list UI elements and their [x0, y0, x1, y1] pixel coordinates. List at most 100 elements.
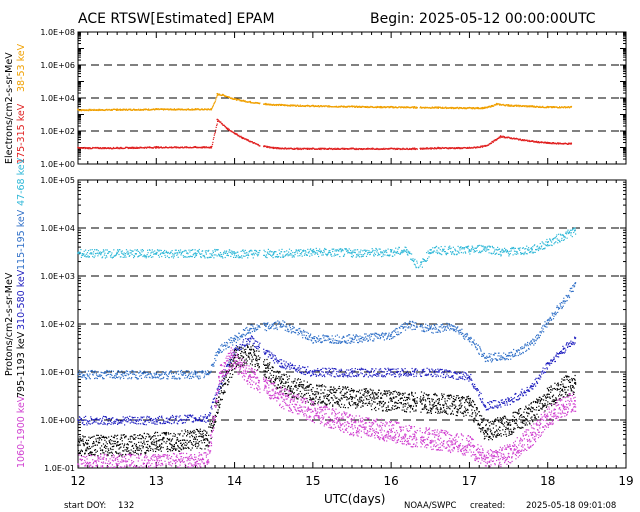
anchor-point: [413, 147, 416, 150]
data-point: [370, 148, 372, 150]
data-point: [210, 370, 212, 372]
data-point: [355, 334, 357, 336]
data-point: [137, 420, 139, 422]
data-point: [482, 107, 485, 109]
data-point: [125, 416, 127, 419]
data-point: [143, 416, 145, 418]
data-point: [314, 251, 316, 253]
data-point: [292, 104, 294, 106]
anchor-point: [413, 106, 416, 108]
data-point: [509, 352, 511, 354]
data-point: [534, 244, 536, 246]
data-point: [311, 147, 313, 150]
data-point: [539, 248, 541, 250]
data-point: [518, 349, 520, 352]
data-point: [304, 250, 307, 252]
data-point: [399, 106, 401, 108]
data-point: [445, 329, 447, 331]
data-point: [307, 337, 309, 339]
data-point: [350, 342, 352, 344]
data-point: [263, 254, 265, 256]
data-point: [172, 257, 175, 259]
data-point: [366, 335, 369, 337]
data-point: [326, 255, 328, 257]
data-point: [461, 328, 463, 330]
data-point: [322, 335, 324, 337]
data-point: [311, 337, 313, 339]
data-point: [266, 251, 268, 253]
data-point: [316, 252, 318, 254]
data-point: [399, 332, 401, 334]
data-point: [440, 253, 442, 255]
data-point: [140, 371, 142, 373]
data-point: [339, 340, 341, 342]
data-point: [501, 356, 503, 358]
data-point: [136, 146, 138, 148]
data-point: [365, 333, 367, 335]
data-point: [426, 330, 428, 332]
data-point: [105, 249, 107, 251]
data-point: [214, 354, 216, 356]
data-point: [507, 358, 509, 361]
anchor-point: [216, 118, 219, 121]
proton-panel: 1.0E-011.0E+001.0E+011.0E+021.0E+031.0E+…: [40, 176, 627, 473]
data-point: [288, 330, 290, 332]
data-point: [564, 106, 566, 108]
data-point: [151, 375, 153, 377]
data-point: [376, 336, 378, 338]
data-point: [479, 346, 481, 348]
data-point: [435, 246, 437, 248]
data-point: [443, 329, 446, 331]
data-point: [169, 108, 171, 111]
data-point: [567, 143, 569, 145]
data-point: [290, 329, 292, 331]
anchor-point: [546, 105, 549, 108]
data-point: [232, 251, 234, 253]
data-point: [119, 148, 121, 150]
data-point: [393, 330, 395, 332]
data-point: [525, 345, 527, 347]
data-point: [86, 147, 89, 150]
data-point: [349, 252, 351, 254]
data-point: [565, 300, 567, 302]
data-point: [196, 376, 198, 378]
data-point: [281, 248, 283, 250]
data-point: [355, 148, 357, 150]
data-point: [352, 334, 354, 336]
data-point: [458, 252, 460, 254]
data-point: [496, 249, 498, 251]
data-point: [98, 108, 100, 110]
data-point: [117, 249, 119, 251]
data-point: [160, 249, 162, 252]
data-point: [348, 105, 350, 107]
data-point: [264, 322, 267, 325]
data-point: [543, 243, 545, 245]
data-point: [305, 254, 307, 256]
data-point: [184, 377, 186, 379]
data-point: [131, 377, 133, 379]
data-point: [512, 353, 514, 356]
data-point: [487, 360, 489, 362]
data-point: [348, 251, 350, 254]
data-point: [291, 105, 293, 107]
data-point: [217, 350, 219, 353]
data-point: [362, 255, 364, 257]
data-point: [167, 108, 169, 110]
data-point: [83, 416, 85, 418]
data-point: [504, 357, 506, 359]
data-point: [452, 251, 454, 253]
data-point: [444, 328, 446, 330]
data-point: [485, 360, 487, 362]
data-point: [410, 148, 412, 150]
data-point: [158, 415, 160, 418]
data-point: [487, 359, 489, 362]
data-point: [537, 248, 539, 250]
data-point: [450, 147, 452, 149]
data-point: [400, 107, 402, 109]
data-point: [168, 372, 170, 374]
data-point: [504, 250, 506, 252]
anchor-point: [468, 337, 471, 340]
data-point: [226, 341, 228, 344]
data-point: [423, 260, 425, 262]
data-point: [281, 325, 284, 327]
